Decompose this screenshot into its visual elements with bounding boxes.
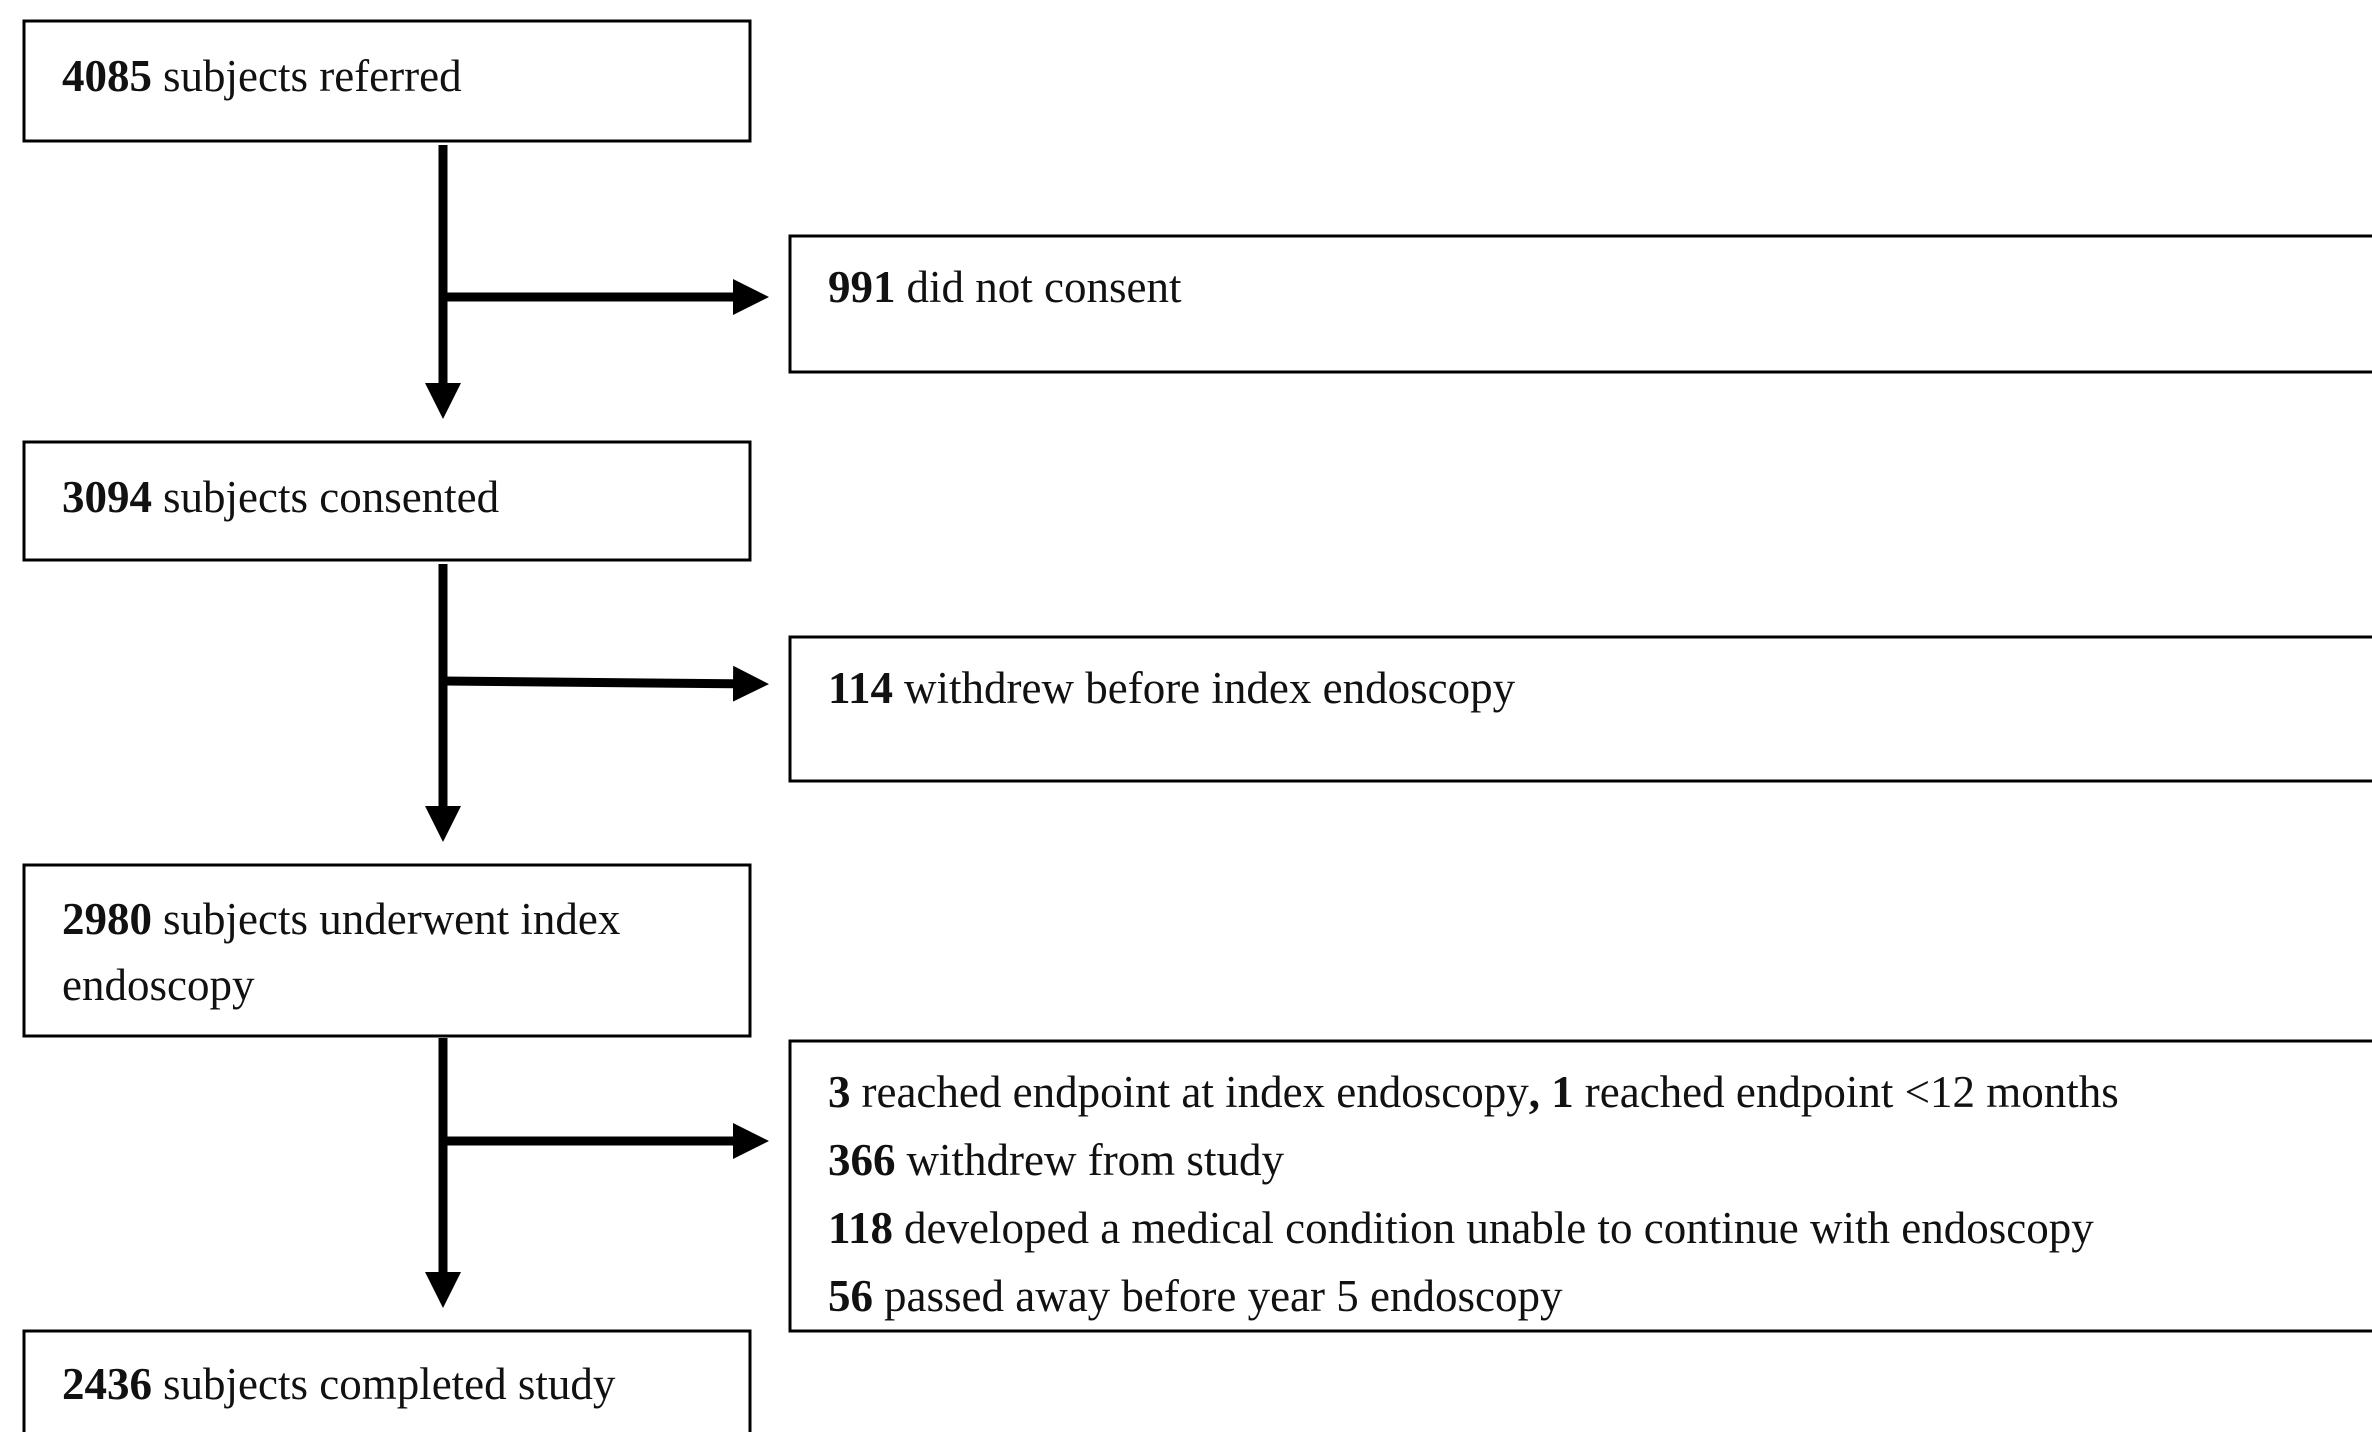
excluded-text: 118 developed a medical condition unable … <box>828 1203 2094 1253</box>
label: passed away before year 5 endoscopy <box>884 1271 1563 1321</box>
excluded-box <box>788 234 2372 374</box>
node-text: 4085 subjects referred <box>62 51 462 101</box>
node-box <box>22 1329 752 1432</box>
count: 3 <box>828 1067 851 1117</box>
count: 3094 <box>62 472 152 522</box>
node-text: 2980 subjects underwent index <box>62 894 620 944</box>
count: 2436 <box>62 1359 152 1409</box>
label: developed a medical condition unable to … <box>904 1203 2094 1253</box>
label: subjects referred <box>163 51 462 101</box>
excluded-box <box>788 1039 2372 1333</box>
label: withdrew from study <box>907 1135 1285 1185</box>
node-box <box>22 863 752 1038</box>
label: reached endpoint <12 months <box>1585 1067 2119 1117</box>
label: subjects underwent index <box>163 894 620 944</box>
excluded-box <box>788 635 2372 783</box>
count: 118 <box>828 1203 893 1253</box>
excluded-text: 114 withdrew before index endoscopy <box>828 663 1516 713</box>
count: 4085 <box>62 51 152 101</box>
count: 2980 <box>62 894 152 944</box>
count: 366 <box>828 1135 896 1185</box>
connectors <box>425 145 769 1308</box>
node-text: endoscopy <box>62 960 255 1010</box>
label: endoscopy <box>62 960 255 1010</box>
excluded-text: 56 passed away before year 5 endoscopy <box>828 1271 1563 1321</box>
label: subjects consented <box>163 472 499 522</box>
count: 991 <box>828 262 896 312</box>
node-box <box>22 19 752 143</box>
excluded-text: 366 withdrew from study <box>828 1135 1284 1185</box>
node-box <box>22 440 752 562</box>
node-text: 2436 subjects completed study <box>62 1359 616 1409</box>
label: reached endpoint at index endoscopy <box>862 1067 1530 1117</box>
node-text: 3094 subjects consented <box>62 472 499 522</box>
excluded-text: 991 did not consent <box>828 262 1182 312</box>
texts: 4085 subjects referred 3094 subjects consen… <box>62 51 2119 1409</box>
count: 114 <box>828 663 893 713</box>
count: 56 <box>828 1271 873 1321</box>
arrow-right <box>442 665 769 702</box>
label: did not consent <box>907 262 1182 312</box>
boxes <box>22 19 2372 1432</box>
count: , 1 <box>1529 1067 1574 1117</box>
label: withdrew before index endoscopy <box>904 663 1516 713</box>
label: subjects completed study <box>163 1359 616 1409</box>
